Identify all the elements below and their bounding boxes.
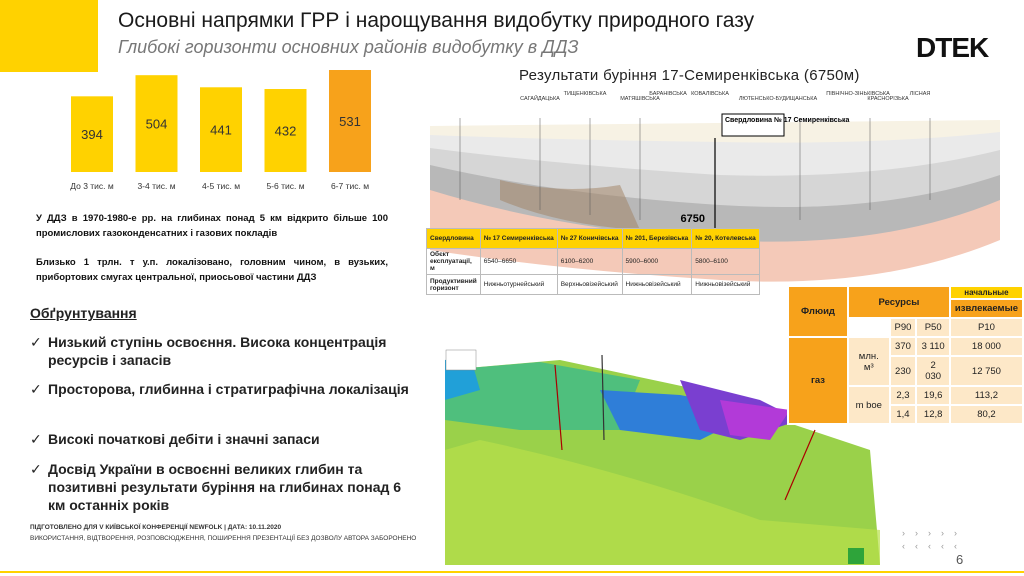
cell: Обєкт експлуатації, м xyxy=(426,248,481,275)
3d-map xyxy=(445,349,880,565)
cell: 1,4 xyxy=(888,404,918,425)
cell: Верхньовізейський xyxy=(556,274,623,295)
cross-section-labels: САГАЙДАЦЬКА ТИЩЕНКІВСЬКА МАТЯШІВСЬКАБАРАНІ… xyxy=(520,91,930,102)
section-heading: Обґрунтування xyxy=(30,305,137,321)
cell: Ресурсы xyxy=(847,285,951,319)
cell: P50 xyxy=(915,317,951,338)
x-tick-label: 5-6 тис. м xyxy=(266,181,304,191)
cell: Флюид xyxy=(787,285,849,338)
cell: Нижньовізейський xyxy=(691,274,760,295)
cell: № 17 Семиренківська xyxy=(479,228,558,249)
cell: P10 xyxy=(948,317,1024,338)
row: Обєкт експлуатації, м 6540–6650 6100–6200 5… xyxy=(426,248,760,275)
logo: DTEK xyxy=(916,32,989,63)
cell: 370 xyxy=(888,336,918,357)
cell: начальные xyxy=(948,285,1024,300)
cell: Продуктивний горизонт xyxy=(426,274,481,295)
cell: 113,2 xyxy=(948,385,1024,406)
cell: 12 750 xyxy=(948,355,1024,387)
bar-chart: 394 До 3 тис. м 504 3-4 тис. м 441 4-5 тис. м… xyxy=(70,70,371,191)
cell: P90 xyxy=(888,317,918,338)
bullet: ✓ Високі початкові дебіти і значні запаси xyxy=(30,431,320,447)
bar xyxy=(329,70,371,172)
x-tick-label: 6-7 тис. м xyxy=(331,181,369,191)
cell: № 201, Березівська xyxy=(621,228,693,249)
area-label: БАРАНІВСЬКА xyxy=(649,91,687,97)
area-label: МАТЯШІВСЬКА xyxy=(620,96,660,102)
cell: 80,2 xyxy=(948,404,1024,425)
bullet: ✓ Досвід України в освоєнні великих глиби… xyxy=(30,461,402,513)
footer-line: ВИКОРИСТАННЯ, ВІДТВОРЕННЯ, РОЗПОВСЮДЖЕНН… xyxy=(30,535,417,542)
bar-value: 504 xyxy=(146,117,168,132)
bullet: ✓ Низький ступінь освоєння. Висока концен… xyxy=(30,334,387,368)
depth-label: 6750 xyxy=(681,213,705,225)
wells-table: Свердловина № 17 Семиренківська № 27 Конич… xyxy=(426,228,760,295)
accent-block xyxy=(0,0,98,72)
cell: № 27 Коничівська xyxy=(556,228,623,249)
cell: 5900–6000 xyxy=(621,248,693,275)
well-label-text: Свердловина № 17 Семиренківська xyxy=(725,116,849,124)
svg-text:‹ ‹ ‹ ‹ ‹: ‹ ‹ ‹ ‹ ‹ xyxy=(902,541,957,551)
note: У ДДЗ в 1970-1980-е рр. на глибинах пона… xyxy=(36,213,388,239)
bar-value: 441 xyxy=(210,123,232,138)
cell: извлекаемые xyxy=(948,298,1024,319)
bar-value: 531 xyxy=(339,114,361,129)
footer-line: ПІДГОТОВЛЕНО ДЛЯ V КИЇВСЬКОЇ КОНФЕРЕНЦІЇ… xyxy=(30,524,282,531)
row: Свердловина № 17 Семиренківська № 27 Конич… xyxy=(426,228,760,249)
bullet-text: Просторова, глибинна і стратиграфічна ло… xyxy=(48,381,409,397)
area-label: КОВАЛІВСЬКА xyxy=(691,91,729,97)
cell: 230 xyxy=(888,355,918,387)
cell: 3 110 xyxy=(915,336,951,357)
area-label: КРАСНОРІЗЬКА xyxy=(867,96,909,102)
page-number: 6 xyxy=(956,552,964,567)
bar xyxy=(135,75,178,172)
bullet-text: Низький ступінь освоєння. Висока концент… xyxy=(48,334,387,368)
section-title: Результати буріння 17-Семиренківська (67… xyxy=(519,67,860,84)
x-tick-label: 4-5 тис. м xyxy=(202,181,240,191)
cell: Нижньовізейський xyxy=(621,274,693,295)
cell: газ xyxy=(787,336,849,425)
cell: Свердловина xyxy=(426,228,481,249)
subtitle: Глибокі горизонти основних районів видоб… xyxy=(118,37,579,57)
well-label: Свердловина № 17 Семиренківська xyxy=(725,116,849,124)
note: Близько 1 трлн. т у.п. локалізовано, гол… xyxy=(36,257,388,283)
bar xyxy=(71,96,113,172)
area-label: ЛЮТЕНСЬКО-БУДИЩАНСЬКА xyxy=(739,96,818,102)
cell: m boe xyxy=(847,385,891,425)
x-tick-label: 3-4 тис. м xyxy=(137,181,175,191)
bullet: ✓ Просторова, глибинна і стратиграфічна л… xyxy=(30,381,409,397)
bar-value: 394 xyxy=(81,127,103,142)
x-tick-label: До 3 тис. м xyxy=(70,181,114,191)
cell: 2 030 xyxy=(915,355,951,387)
area-label: ТИЩЕНКІВСЬКА xyxy=(564,91,607,97)
bar-value: 432 xyxy=(275,124,297,139)
cell: 2,3 xyxy=(888,385,918,406)
cell: млн. м³ xyxy=(847,336,891,387)
area-label: САГАЙДАЦЬКА xyxy=(520,94,560,102)
area-label: ПІВНІЧНО-ЗІНЬКІВСЬКА xyxy=(826,91,890,97)
bullet-text: Високі початкові дебіти і значні запаси xyxy=(48,431,320,447)
cell: 18 000 xyxy=(948,336,1024,357)
title: Основні напрямки ГРР і нарощування видоб… xyxy=(118,9,755,32)
bar xyxy=(200,87,242,172)
cell: 6540–6650 xyxy=(479,248,558,275)
cell: 12,8 xyxy=(915,404,951,425)
row: Продуктивний горизонт Нижньотурнейський Ве… xyxy=(426,274,760,295)
chevrons: › › › › › ‹ ‹ ‹ ‹ ‹ xyxy=(902,528,957,551)
cell: № 20, Котелевська xyxy=(691,228,760,249)
bullet-text: Досвід України в освоєнні великих глибин… xyxy=(48,461,402,513)
cell: 6100–6200 xyxy=(556,248,623,275)
cell: 5800–6100 xyxy=(691,248,760,275)
cell: 19,6 xyxy=(915,385,951,406)
resources-table: Флюид Ресурсы начальные извлекаемые P90 … xyxy=(787,285,1024,425)
cell: Нижньотурнейський xyxy=(479,274,558,295)
area-label: ЛІСНАЯ xyxy=(910,91,931,97)
bar xyxy=(264,89,307,172)
svg-text:› › › › ›: › › › › › xyxy=(902,528,957,538)
